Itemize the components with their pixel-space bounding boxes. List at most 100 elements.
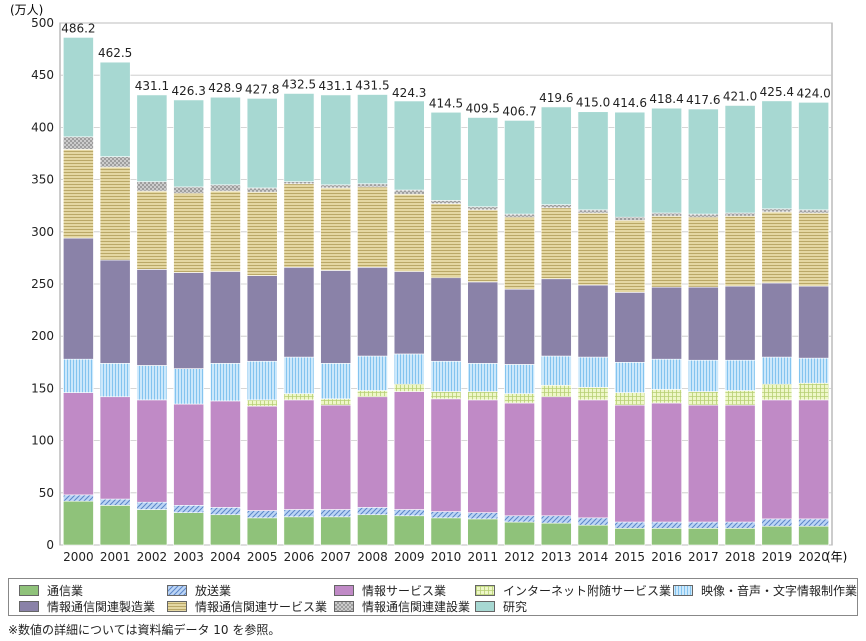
bar-segment xyxy=(173,272,205,369)
bar-segment xyxy=(320,187,352,271)
bar-segment xyxy=(577,399,609,519)
bar-segment xyxy=(393,100,425,191)
y-tick-label: 450 xyxy=(31,68,54,82)
bar-segment xyxy=(724,215,756,287)
bar-segment xyxy=(467,206,499,211)
bar-segment xyxy=(173,192,205,273)
bar-segment xyxy=(320,94,352,186)
legend-item: 情報通信関連サービス業 xyxy=(167,598,327,615)
bar-segment xyxy=(63,494,94,502)
legend-swatch xyxy=(475,585,495,596)
bar-segment xyxy=(283,181,315,185)
bar-segment xyxy=(798,382,829,401)
legend-label: 放送業 xyxy=(195,584,232,598)
total-label: 417.6 xyxy=(686,93,720,107)
bar-segment xyxy=(173,186,205,194)
x-tick-label: 2003 xyxy=(173,550,204,564)
bar-segment xyxy=(283,266,315,358)
bar-segment xyxy=(173,99,205,188)
bar-segment xyxy=(798,285,829,359)
bar-segment xyxy=(504,521,535,546)
bar-segment xyxy=(467,391,499,401)
x-tick-label: 2012 xyxy=(504,550,535,564)
legend-item: 通信業 xyxy=(19,582,83,599)
legend-item: 放送業 xyxy=(167,582,231,599)
y-tick-label: 100 xyxy=(31,434,54,448)
bar-segment xyxy=(761,356,793,385)
bar-segment xyxy=(687,404,719,523)
bar-segment xyxy=(577,284,609,358)
total-label: 431.1 xyxy=(319,79,353,93)
bar-segment xyxy=(761,525,793,546)
bar-segment xyxy=(614,392,646,406)
y-tick-label: 500 xyxy=(31,16,54,30)
bar-segment xyxy=(63,149,94,239)
total-label: 418.4 xyxy=(649,92,683,106)
bar-segment xyxy=(246,191,278,276)
total-label: 427.8 xyxy=(245,82,279,96)
x-tick-label: 2002 xyxy=(137,550,168,564)
bar-segment xyxy=(577,111,609,211)
bar-segment xyxy=(798,399,829,520)
x-unit-label: (年) xyxy=(826,550,847,564)
bar-segment xyxy=(173,512,205,546)
legend-swatch xyxy=(19,601,39,612)
legend-label: 通信業 xyxy=(47,584,84,598)
total-label: 424.3 xyxy=(392,86,426,100)
legend-label: 情報サービス業 xyxy=(362,584,447,598)
total-label: 421.0 xyxy=(723,89,757,103)
total-label: 415.0 xyxy=(576,96,610,110)
bar-segment xyxy=(393,509,425,517)
bar-segment xyxy=(99,61,131,157)
bar-segment xyxy=(467,281,499,364)
bar-segment xyxy=(99,156,131,168)
bar-segment xyxy=(63,392,94,496)
bar-segment xyxy=(687,286,719,361)
bar-segment xyxy=(430,391,462,400)
total-label: 432.5 xyxy=(282,77,316,91)
x-tick-label: 2013 xyxy=(541,550,572,564)
legend-swatch xyxy=(475,601,495,612)
bar-segment xyxy=(320,398,352,406)
bar-segment xyxy=(63,237,94,360)
bar-segment xyxy=(99,363,131,398)
bar-segment xyxy=(357,94,388,185)
bar-segment xyxy=(430,398,462,512)
bar-segment xyxy=(136,509,168,546)
bar-segment xyxy=(687,391,719,406)
bar-segment xyxy=(320,363,352,400)
bar-segment xyxy=(798,518,829,527)
bar-segment xyxy=(99,505,131,546)
bar-segment xyxy=(614,292,646,363)
bar-segment xyxy=(798,209,829,214)
bar-segment xyxy=(761,383,793,401)
bar-segment xyxy=(540,384,572,398)
bar-segment xyxy=(393,271,425,355)
x-tick-label: 2007 xyxy=(320,550,351,564)
total-label: 462.5 xyxy=(98,46,132,60)
bar-segment xyxy=(724,285,756,361)
total-label: 486.2 xyxy=(61,21,95,35)
y-tick-label: 250 xyxy=(31,277,54,291)
total-label: 431.1 xyxy=(135,79,169,93)
bar-segment xyxy=(761,399,793,520)
x-tick-label: 2017 xyxy=(688,550,719,564)
bar-segment xyxy=(393,353,425,385)
bar-segment xyxy=(357,355,388,391)
bar-segment xyxy=(577,387,609,401)
bar-segment xyxy=(504,120,535,215)
bar-segment xyxy=(651,521,682,529)
legend-item: 研究 xyxy=(475,598,527,615)
bar-segment xyxy=(687,216,719,288)
x-tick-label: 2016 xyxy=(651,550,682,564)
bar-segment xyxy=(614,216,646,221)
legend-item: 情報通信関連製造業 xyxy=(19,598,155,615)
bar-segment xyxy=(357,514,388,546)
x-tick-label: 2009 xyxy=(394,550,425,564)
bar-segment xyxy=(798,357,829,384)
y-tick-label: 350 xyxy=(31,173,54,187)
bar-segment xyxy=(173,505,205,513)
bar-segment xyxy=(283,509,315,518)
bar-segment xyxy=(210,507,241,516)
x-tick-label: 2015 xyxy=(615,550,646,564)
